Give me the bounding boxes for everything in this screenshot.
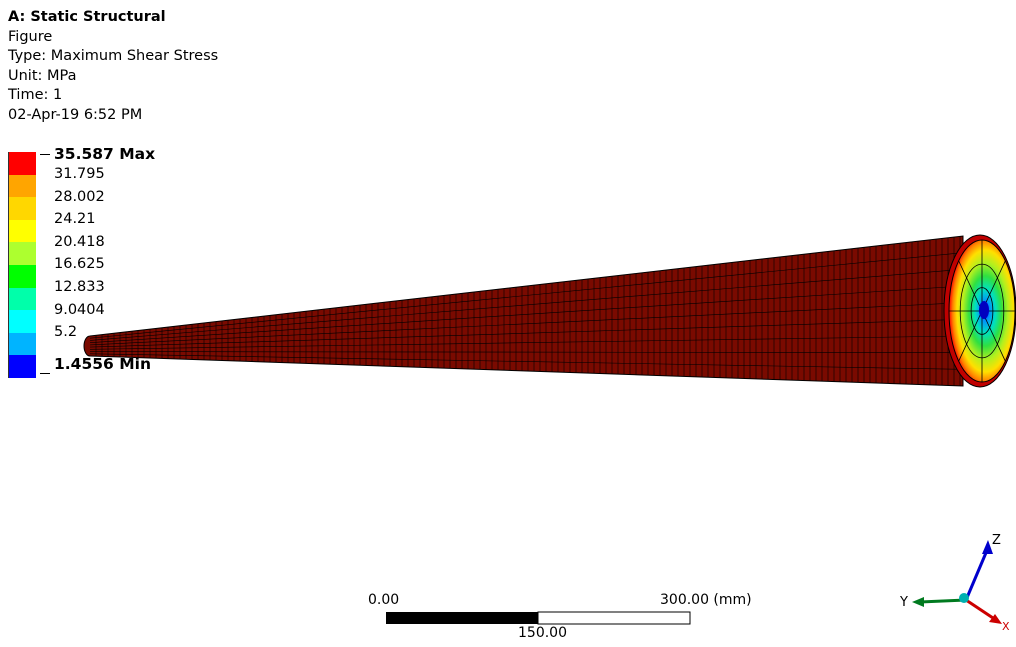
legend-tick [40,154,50,155]
legend-min-value: 1.4556 Min [54,355,151,373]
scale-bar-graphic [386,611,691,625]
triad-z-label: Z [992,533,1001,548]
legend-value-2: 28.002 [54,189,105,205]
result-type: Type: Maximum Shear Stress [8,48,219,64]
scale-left-label: 0.00 [368,592,400,608]
tapered-shaft[interactable] [83,234,1016,388]
result-time: Time: 1 [8,87,63,103]
legend-swatch-8 [8,310,36,333]
legend-value-4: 20.418 [54,234,105,250]
figure-label: Figure [8,28,53,45]
color-legend: 35.587 Max 31.795 28.002 24.21 20.418 16… [8,146,208,378]
triad-y-label: Y [899,595,908,610]
shaft-mesh [89,236,964,386]
result-header: A: Static Structural Figure Type: Maximu… [8,8,218,125]
result-date: 02-Apr-19 6:52 PM [8,106,143,123]
legend-swatch-7 [8,287,36,311]
scale-bar: 0.00 300.00 (mm) 150.00 [360,592,752,642]
shaft-surface [83,235,964,387]
legend-value-5: 16.625 [54,256,105,272]
result-unit: Unit: MPa [8,67,77,84]
analysis-title: A: Static Structural [8,9,166,25]
legend-value-3: 24.21 [54,211,96,227]
shaft-end-face [943,234,1016,388]
legend-swatch-2 [8,174,36,198]
triad-x-label: X [1002,620,1010,633]
legend-max-value: 35.587 Max [54,145,156,163]
legend-swatch-6 [8,265,36,288]
legend-swatch-10 [8,355,36,378]
legend-swatch-1 [8,152,36,175]
legend-swatch-3 [8,197,36,220]
legend-swatch-4 [8,219,36,243]
coordinate-triad[interactable]: Z Y X [896,526,1016,636]
scale-right-label: 300.00 (mm) [660,592,752,608]
legend-value-8: 5.2 [54,324,78,340]
legend-tick [40,373,50,374]
legend-value-6: 12.833 [54,279,105,295]
legend-value-1: 31.795 [54,166,105,182]
legend-swatch-9 [8,332,36,356]
legend-value-7: 9.0404 [54,302,105,318]
legend-swatch-5 [8,242,36,265]
scale-mid-label: 150.00 [518,625,567,641]
